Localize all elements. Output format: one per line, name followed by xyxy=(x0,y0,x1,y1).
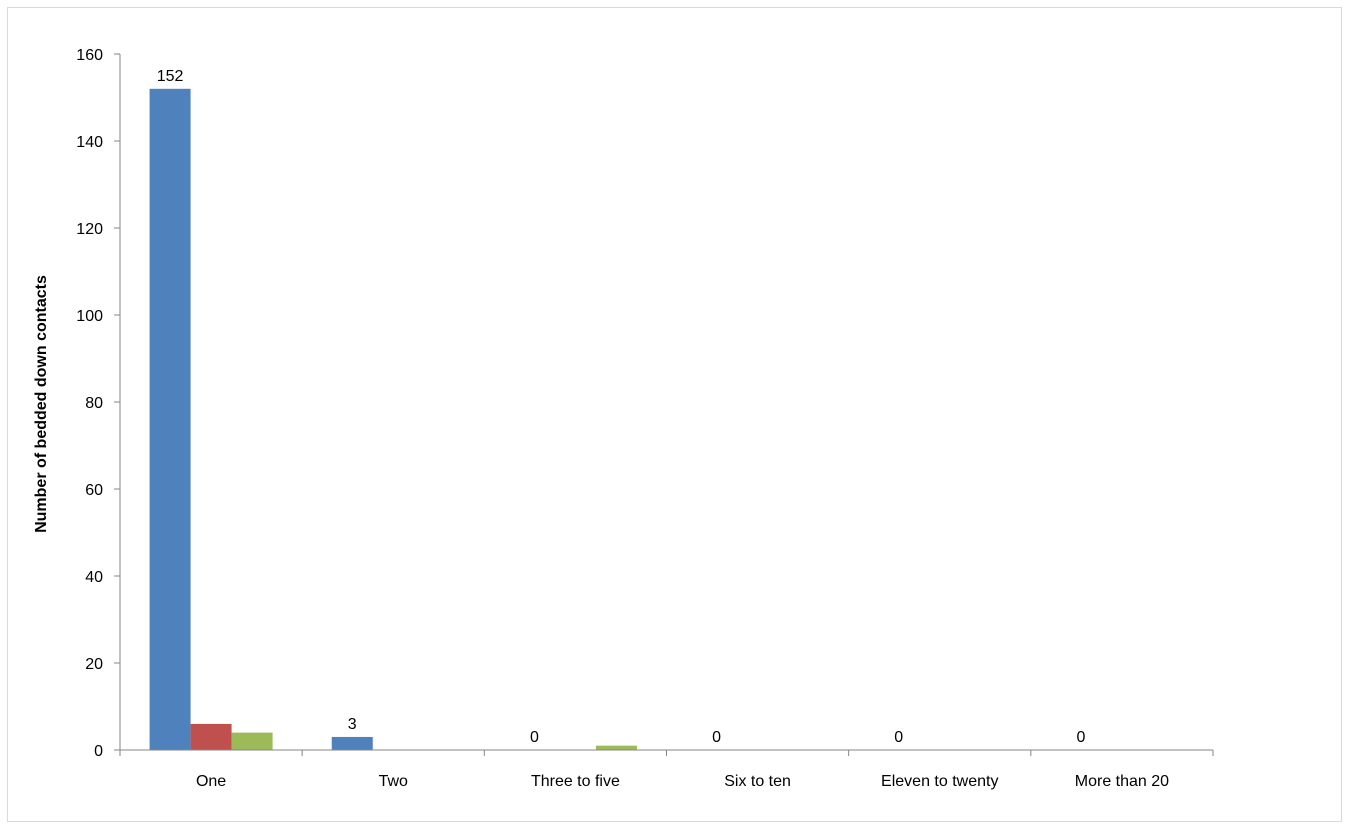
bar xyxy=(231,732,273,750)
y-tick-label: 140 xyxy=(76,134,103,151)
x-tick-label: One xyxy=(196,773,226,790)
data-label: 0 xyxy=(712,729,721,746)
x-tick-label: Six to ten xyxy=(724,773,791,790)
x-axis-ticks: One Two Three to five Six to ten Eleven to t… xyxy=(119,750,1214,790)
y-axis-title: Number of bedded down contacts xyxy=(33,275,50,533)
x-tick-label: Eleven to twenty xyxy=(881,773,998,790)
bar xyxy=(149,88,191,751)
data-label: 0 xyxy=(530,729,539,746)
y-tick-label: 80 xyxy=(85,395,103,412)
y-axis-ticks: 0 20 40 60 80 100 120 140 160 xyxy=(76,47,120,760)
bar xyxy=(190,723,232,750)
y-tick-label: 120 xyxy=(76,221,103,238)
y-tick-label: 100 xyxy=(76,308,103,325)
data-label: 0 xyxy=(1076,729,1085,746)
bar xyxy=(331,736,373,750)
bar xyxy=(595,745,637,750)
data-label: 152 xyxy=(157,68,184,85)
y-tick-label: 0 xyxy=(94,743,103,760)
chart-frame xyxy=(7,7,1342,822)
data-label: 3 xyxy=(348,716,357,733)
x-tick-label: Two xyxy=(379,773,408,790)
y-tick-label: 40 xyxy=(85,569,103,586)
data-label: 0 xyxy=(894,729,903,746)
y-tick-label: 60 xyxy=(85,482,103,499)
bars xyxy=(149,88,637,751)
data-labels: 152 3 0 0 0 0 xyxy=(157,68,1086,746)
x-tick-label: More than 20 xyxy=(1075,773,1169,790)
y-tick-label: 20 xyxy=(85,656,103,673)
x-tick-label: Three to five xyxy=(531,773,620,790)
y-tick-label: 160 xyxy=(76,47,103,64)
